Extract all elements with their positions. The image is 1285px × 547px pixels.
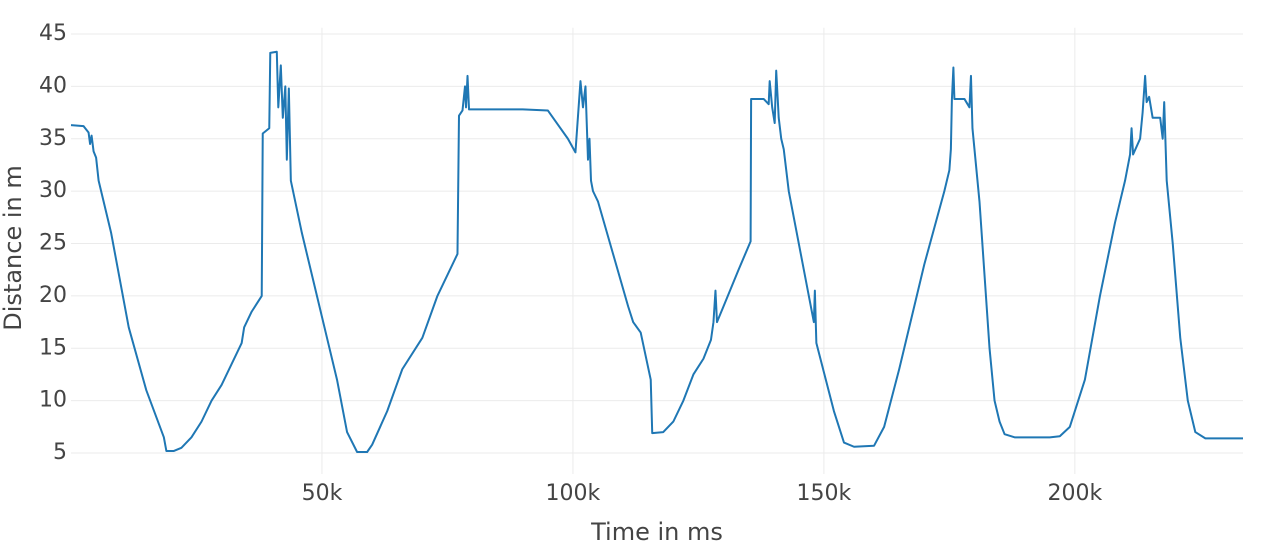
x-tick-label: 50k: [302, 481, 343, 506]
y-tick-label: 40: [39, 73, 67, 98]
y-tick-label: 5: [53, 440, 67, 465]
data-line: [70, 50, 1243, 453]
y-tick-label: 20: [39, 283, 67, 308]
y-tick-label: 30: [39, 178, 67, 203]
x-tick-label: 150k: [797, 481, 852, 506]
y-tick-label: 10: [39, 388, 67, 413]
y-tick-label: 25: [39, 231, 67, 256]
x-axis-title: Time in ms: [590, 518, 723, 546]
x-tick-label: 200k: [1047, 481, 1102, 506]
y-tick-label: 35: [39, 126, 67, 151]
y-tick-label: 45: [39, 21, 67, 46]
y-tick-label: 15: [39, 335, 67, 360]
x-tick-label: 100k: [546, 481, 601, 506]
y-axis-title: Distance in m: [0, 165, 27, 330]
